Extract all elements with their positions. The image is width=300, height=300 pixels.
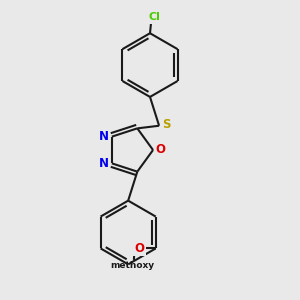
Text: N: N [99,130,109,142]
Text: N: N [99,158,109,170]
Text: O: O [134,242,144,255]
Text: Cl: Cl [149,13,161,22]
Text: O: O [156,143,166,156]
Text: S: S [162,118,171,131]
Text: methoxy: methoxy [110,261,154,270]
